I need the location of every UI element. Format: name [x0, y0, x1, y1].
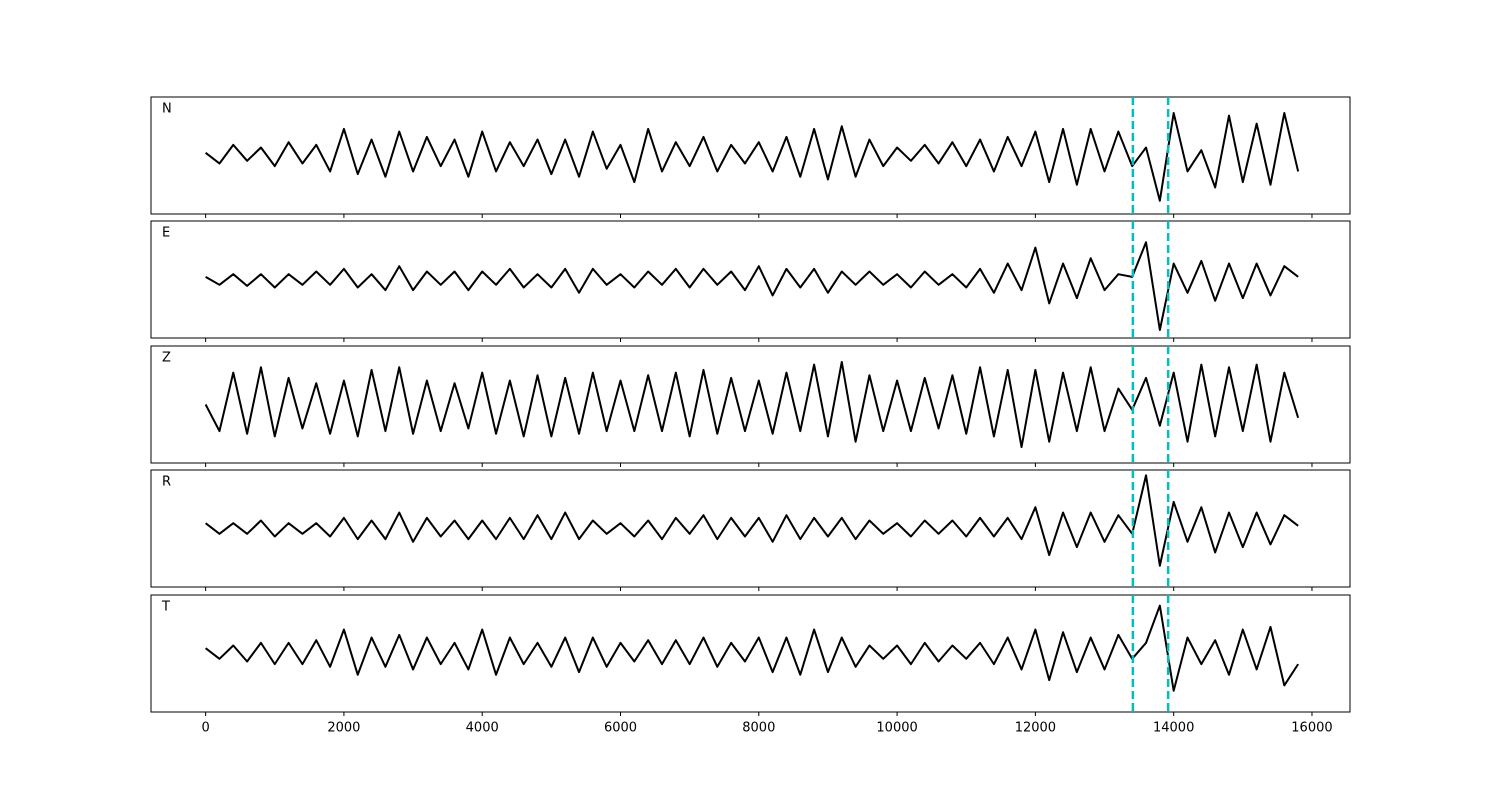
trace [205, 474, 1299, 567]
x-tick-label: 2000 [327, 721, 360, 736]
x-tick-label: 8000 [742, 721, 775, 736]
panel-label: N [162, 102, 172, 117]
x-tick-label: 4000 [466, 721, 499, 736]
x-tick-label: 14000 [1153, 721, 1194, 736]
x-tick-label: 16000 [1291, 721, 1332, 736]
trace [205, 111, 1300, 202]
panel-label: E [162, 226, 170, 241]
x-tick-label: 6000 [604, 721, 637, 736]
panel-frame [150, 345, 1351, 464]
panel-frame [150, 96, 1351, 215]
panel-label: T [161, 600, 170, 615]
trace [205, 604, 1299, 692]
trace [204, 360, 1300, 449]
panel-frame [150, 594, 1351, 713]
x-tick-label: 12000 [1015, 721, 1056, 736]
trace [205, 241, 1299, 332]
x-tick-label: 10000 [876, 721, 917, 736]
panel-frame [150, 469, 1351, 588]
panel-label: R [162, 475, 171, 490]
panel-frame [150, 220, 1351, 339]
x-tick-label: 0 [201, 721, 209, 736]
panel-label: Z [162, 351, 171, 366]
